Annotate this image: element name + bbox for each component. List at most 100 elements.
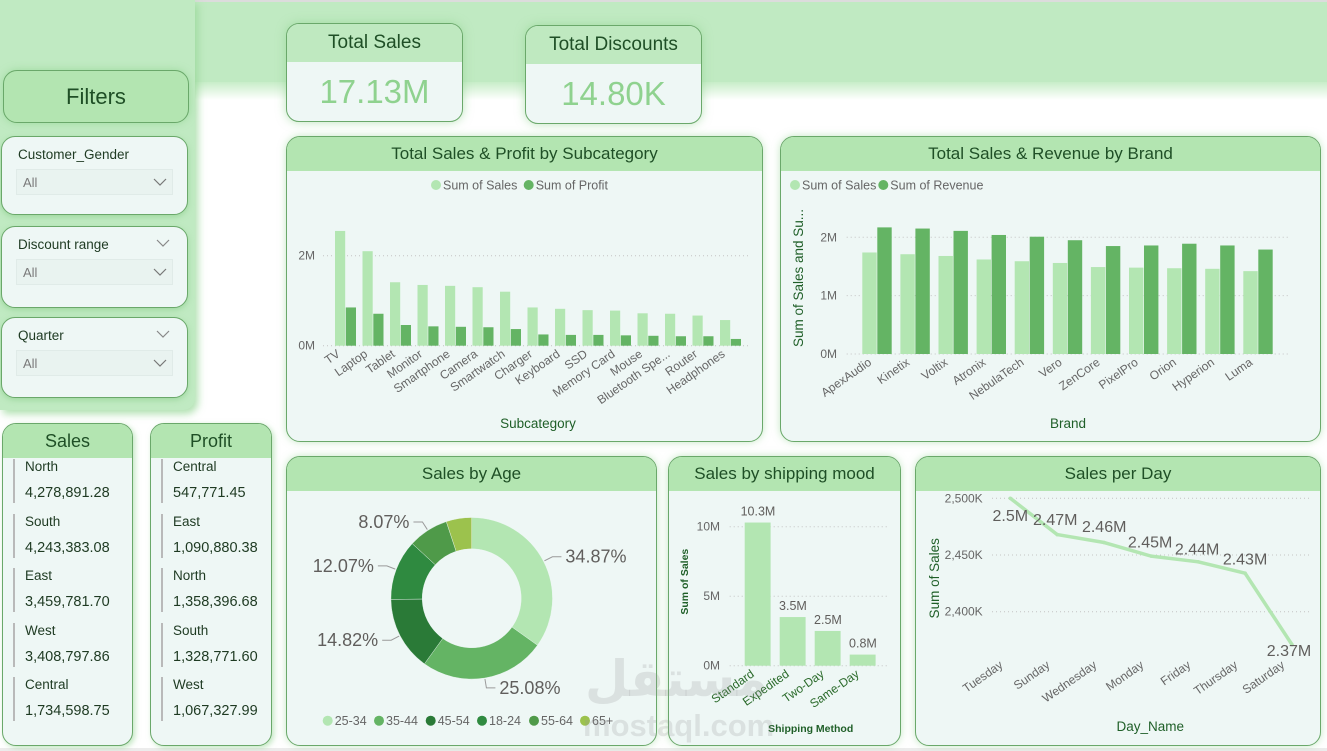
bar[interactable]	[373, 313, 384, 346]
legend-item[interactable]: Sum of Sales	[431, 179, 517, 193]
bar[interactable]	[472, 287, 483, 346]
donut-slice[interactable]	[424, 626, 538, 680]
donut-slice[interactable]	[446, 517, 472, 552]
legend-item[interactable]: 45-54	[425, 714, 470, 728]
bar[interactable]	[445, 285, 456, 346]
data-point[interactable]	[1243, 571, 1247, 575]
bar[interactable]	[1243, 271, 1258, 354]
bar[interactable]	[703, 336, 714, 346]
quarter-dropdown[interactable]: All	[16, 350, 173, 376]
region-name: West	[25, 622, 56, 638]
bar[interactable]	[610, 310, 621, 346]
bar[interactable]	[362, 251, 373, 346]
legend-item[interactable]: 55-64	[529, 714, 573, 728]
legend-label: Sum of Revenue	[890, 179, 983, 193]
x-axis-title: Subcategory	[500, 416, 576, 431]
data-point[interactable]	[1008, 496, 1013, 501]
filters-button[interactable]: Filters	[3, 70, 189, 123]
bar[interactable]	[720, 320, 731, 346]
bar[interactable]	[483, 327, 494, 346]
bar[interactable]	[510, 329, 521, 346]
card-title: Profit	[151, 424, 271, 458]
bar[interactable]	[849, 654, 876, 666]
data-point[interactable]	[1102, 540, 1106, 545]
dropdown-value: All	[23, 356, 38, 371]
bar[interactable]	[527, 307, 538, 346]
legend-item[interactable]: Sum of Profit	[523, 179, 609, 193]
bar[interactable]	[1090, 267, 1106, 354]
bar[interactable]	[730, 338, 741, 346]
data-label: 0.8M	[849, 637, 877, 651]
bar[interactable]	[400, 325, 411, 346]
bar[interactable]	[692, 315, 703, 346]
x-tick-label: PixelPro	[1096, 355, 1141, 392]
bar[interactable]	[1258, 249, 1273, 354]
bar[interactable]	[877, 227, 892, 354]
bar[interactable]	[417, 284, 428, 346]
donut-slice[interactable]	[471, 517, 553, 646]
legend-item[interactable]: 25-34	[322, 714, 367, 728]
bar[interactable]	[620, 335, 631, 346]
legend-item[interactable]: 65+	[580, 714, 613, 728]
bar[interactable]	[538, 334, 549, 346]
bar[interactable]	[900, 254, 915, 354]
data-point[interactable]	[1196, 560, 1200, 564]
y-axis-title: Sum of Sales and Su...	[791, 209, 806, 347]
bar[interactable]	[1144, 245, 1159, 354]
region-name: South	[25, 513, 61, 529]
list-item: East 3,459,781.70	[13, 568, 110, 612]
bar[interactable]	[1205, 268, 1220, 354]
discount-range-dropdown[interactable]: All	[16, 259, 173, 285]
bar[interactable]	[1220, 245, 1235, 354]
legend-item[interactable]: 18-24	[477, 714, 521, 728]
bar[interactable]	[814, 630, 841, 666]
bar[interactable]	[1182, 243, 1197, 354]
bar[interactable]	[1067, 240, 1083, 354]
bar[interactable]	[390, 282, 401, 346]
dropdown-value: All	[23, 265, 38, 280]
bar[interactable]	[1105, 246, 1121, 354]
bar[interactable]	[915, 228, 930, 354]
data-point[interactable]	[1055, 532, 1060, 537]
customer-gender-dropdown[interactable]: All	[16, 169, 173, 195]
bar[interactable]	[1052, 262, 1068, 354]
bar[interactable]	[938, 255, 953, 354]
bar[interactable]	[779, 617, 806, 666]
legend-item[interactable]: Sum of Sales	[790, 179, 876, 193]
bar[interactable]	[953, 230, 968, 354]
chevron-down-icon[interactable]	[156, 239, 170, 248]
legend-item[interactable]: 35-44	[374, 714, 418, 728]
data-point[interactable]	[1149, 554, 1153, 558]
bar[interactable]	[862, 252, 877, 354]
bar[interactable]	[648, 335, 659, 346]
bar[interactable]	[455, 326, 466, 346]
bar[interactable]	[345, 307, 356, 346]
bar[interactable]	[593, 334, 604, 346]
list-item: West 3,408,797.86	[13, 622, 110, 667]
legend-item[interactable]: Sum of Revenue	[878, 179, 983, 193]
bar[interactable]	[582, 310, 593, 346]
bar[interactable]	[675, 336, 686, 346]
bar[interactable]	[991, 234, 1006, 354]
bar[interactable]	[637, 313, 648, 346]
legend-marker	[431, 180, 441, 190]
bar[interactable]	[1129, 267, 1144, 354]
x-tick-label: Kinetix	[875, 355, 913, 387]
bar[interactable]	[665, 313, 676, 346]
bar[interactable]	[744, 522, 771, 666]
bar[interactable]	[335, 230, 346, 346]
bar[interactable]	[1167, 268, 1182, 354]
bar[interactable]	[1014, 261, 1030, 354]
bar[interactable]	[555, 308, 566, 346]
bar[interactable]	[565, 334, 576, 346]
bar[interactable]	[500, 291, 511, 346]
region-value: 4,278,891.28	[25, 485, 110, 501]
y-tick-label: 2,450K	[945, 548, 983, 562]
x-axis-title: Shipping Method	[768, 723, 853, 735]
data-point[interactable]	[1290, 642, 1294, 647]
bar[interactable]	[1029, 236, 1045, 354]
leader-line	[382, 635, 400, 641]
bar[interactable]	[428, 326, 439, 346]
chevron-down-icon[interactable]	[156, 330, 170, 339]
bar[interactable]	[976, 259, 991, 354]
